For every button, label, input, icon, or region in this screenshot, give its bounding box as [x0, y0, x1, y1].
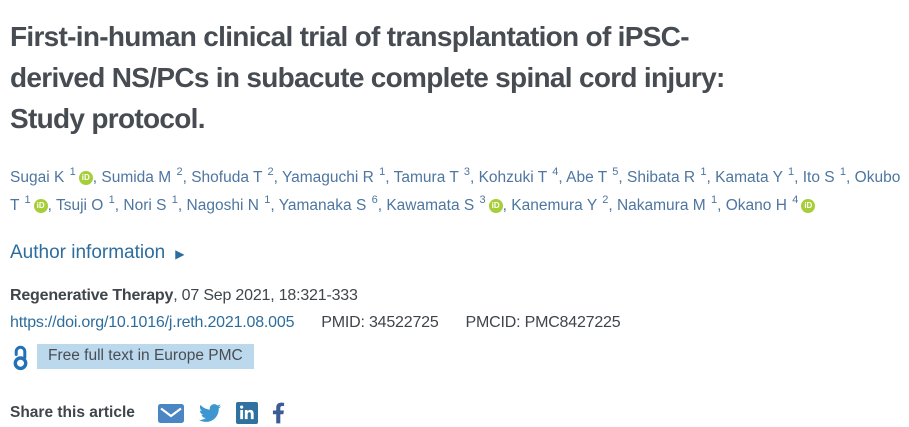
author-link[interactable]: Kamata Y 1 — [715, 165, 795, 186]
author-affiliation-number: 1 — [787, 165, 795, 178]
orcid-icon[interactable]: iD — [78, 171, 93, 185]
author-link[interactable]: Nori S 1 — [123, 193, 178, 214]
author-separator: , — [377, 197, 387, 214]
share-twitter-button[interactable] — [198, 402, 222, 424]
author-separator: , — [92, 169, 102, 186]
author-affiliation-number: 2 — [602, 193, 609, 206]
author-list: Sugai K 1 iD, Sumida M 2, Shofuda T 2, Ya… — [10, 164, 902, 220]
author-link[interactable]: Tamura T 3 — [393, 165, 470, 186]
author-link[interactable]: Abe T 5 — [566, 165, 619, 186]
author-link[interactable]: Yamaguchi R 1 — [281, 165, 386, 186]
author-information-toggle[interactable]: Author information ▶ — [10, 242, 184, 264]
author-link[interactable]: Kawamata S 3 iD — [386, 193, 503, 214]
author-separator: , — [273, 169, 282, 186]
share-linkedin-button[interactable] — [235, 402, 258, 424]
article-title: First-in-human clinical trial of transpl… — [10, 21, 725, 134]
author-separator: , — [706, 169, 716, 186]
facebook-icon — [272, 402, 284, 424]
author-affiliation-number: 1 — [839, 165, 847, 178]
author-separator: , — [502, 197, 512, 214]
free-full-text-row: Free full text in Europe PMC — [10, 342, 899, 371]
author-information-label: Author information — [10, 242, 166, 263]
author-affiliation-number: 1 — [264, 193, 271, 206]
author-separator: , — [47, 197, 56, 214]
identifier-line: https://doi.org/10.1016/j.reth.2021.08.0… — [10, 314, 899, 332]
author-affiliation-number: 1 — [69, 165, 76, 178]
author-affiliation-number: 2 — [176, 165, 183, 178]
author-affiliation-number: 1 — [171, 193, 178, 206]
author-affiliation-number: 4 — [792, 193, 799, 206]
author-separator: , — [385, 169, 394, 186]
share-row: Share this article — [10, 402, 899, 424]
author-affiliation-number: 3 — [463, 165, 470, 178]
author-link[interactable]: Okano H 4 iD — [726, 193, 816, 214]
author-separator: , — [558, 169, 567, 186]
author-link[interactable]: Kanemura Y 2 — [511, 193, 609, 214]
author-affiliation-number: 3 — [479, 193, 486, 206]
linkedin-icon — [235, 402, 258, 424]
orcid-icon[interactable]: iD — [488, 199, 503, 213]
free-full-text-link[interactable]: Free full text in Europe PMC — [37, 344, 254, 369]
twitter-icon — [198, 404, 221, 422]
share-label: Share this article — [10, 404, 135, 421]
author-separator: , — [717, 197, 726, 214]
author-separator: , — [114, 197, 124, 214]
author-link[interactable]: Nagoshi N 1 — [186, 193, 271, 214]
email-icon — [157, 403, 184, 423]
author-separator: , — [608, 197, 617, 214]
author-affiliation-number: 6 — [371, 193, 378, 206]
author-link[interactable]: Ito S 1 — [802, 165, 847, 186]
author-affiliation-number: 1 — [108, 193, 115, 206]
author-link[interactable]: Shofuda T 2 — [191, 165, 274, 186]
pmcid-value: PMCID: PMC8427225 — [465, 314, 621, 331]
author-affiliation-number: 1 — [710, 193, 718, 206]
pmid-value: PMID: 34522725 — [321, 314, 439, 331]
author-link[interactable]: Sumida M 2 — [101, 165, 183, 186]
share-email-button[interactable] — [157, 403, 184, 423]
author-affiliation-number: 4 — [552, 165, 559, 178]
author-separator: , — [846, 169, 855, 186]
author-separator: , — [177, 197, 187, 214]
orcid-icon[interactable]: iD — [801, 199, 816, 213]
author-affiliation-number: 1 — [379, 165, 386, 178]
author-separator: , — [270, 197, 279, 214]
doi-link[interactable]: https://doi.org/10.1016/j.reth.2021.08.0… — [10, 314, 295, 331]
author-link[interactable]: Sugai K 1 iD — [10, 165, 93, 186]
author-separator: , — [618, 169, 628, 186]
author-affiliation-number: 1 — [24, 193, 31, 206]
author-separator: , — [182, 169, 192, 186]
orcid-icon[interactable]: iD — [33, 199, 48, 213]
expand-arrow-icon: ▶ — [175, 247, 185, 261]
citation-details: , 07 Sep 2021, 18:321-333 — [173, 287, 358, 304]
author-link[interactable]: Okubo T 1 iD — [10, 169, 901, 214]
share-facebook-button[interactable] — [272, 402, 285, 424]
author-affiliation-number: 2 — [267, 165, 274, 178]
journal-name: Regenerative Therapy — [10, 287, 174, 304]
author-affiliation-number: 1 — [700, 165, 707, 178]
citation-line: Regenerative Therapy, 07 Sep 2021, 18:32… — [10, 287, 899, 305]
author-affiliation-number: 5 — [612, 165, 619, 178]
author-link[interactable]: Yamanaka S 6 — [278, 193, 378, 214]
author-separator: , — [794, 169, 803, 186]
author-link[interactable]: Shibata R 1 — [627, 165, 707, 186]
author-link[interactable]: Nakamura M 1 — [616, 193, 718, 214]
open-access-lock-icon — [13, 345, 28, 371]
author-link[interactable]: Kohzuki T 4 — [478, 165, 559, 186]
author-link[interactable]: Tsuji O 1 — [55, 193, 115, 214]
author-separator: , — [469, 169, 479, 186]
